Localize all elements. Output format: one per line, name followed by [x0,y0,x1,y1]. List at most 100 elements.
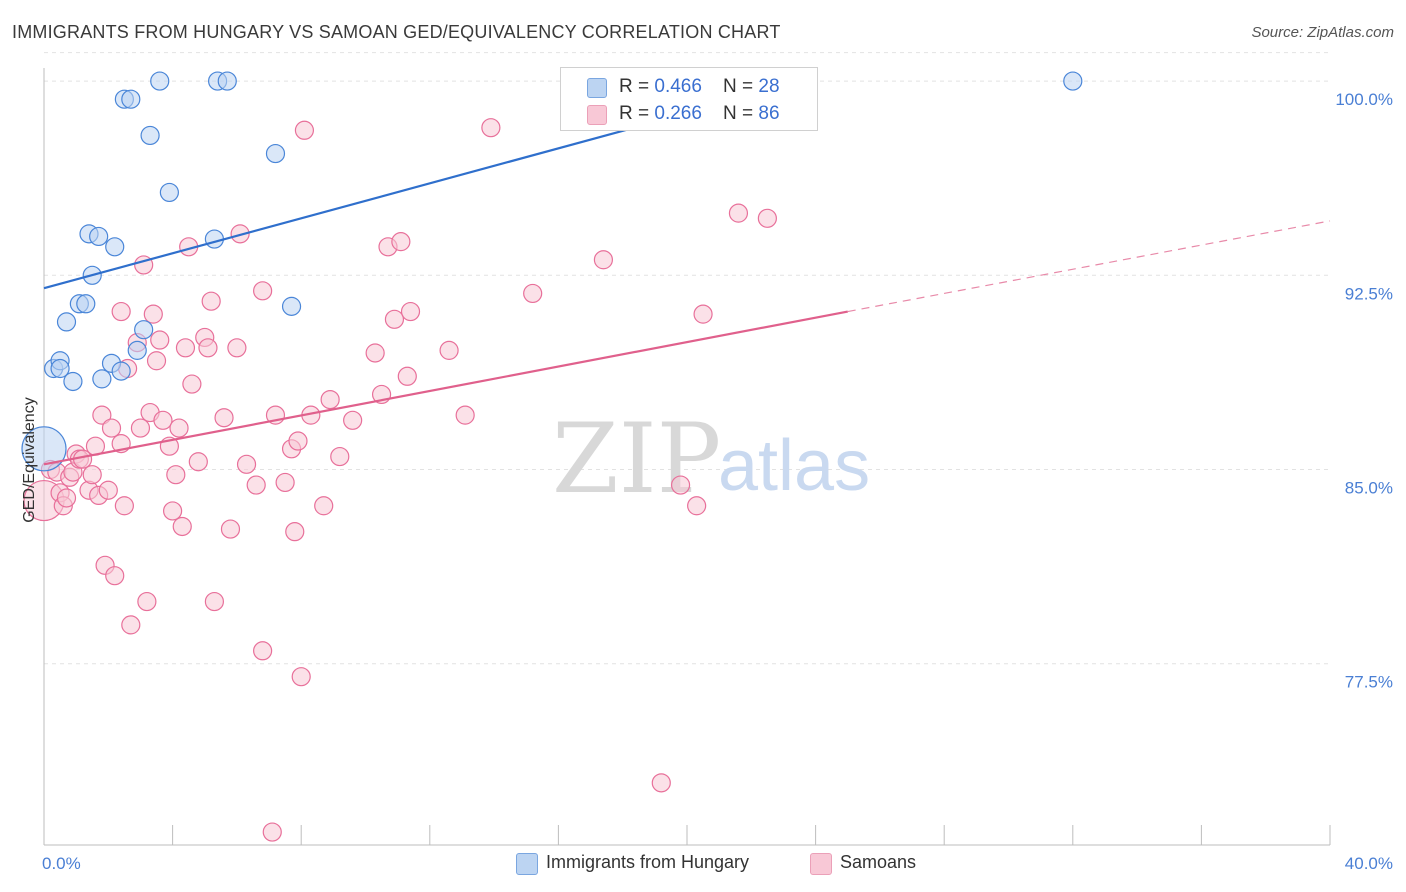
samoan-point [101,418,122,438]
samoan-point [275,472,295,493]
samoan-points [23,118,777,842]
samoan-point [291,667,311,687]
samoan-point [163,501,183,521]
samoan-point [314,496,334,516]
hungary-point [159,182,179,203]
bottom-legend-swatch-samoan [810,853,832,875]
legend-r-label: R = [619,76,655,97]
hungary-point [281,296,302,316]
hungary-point [265,143,286,164]
samoan-point [651,773,671,793]
hungary-point [92,369,112,389]
samoan-point [98,480,118,500]
hungary-point [56,312,77,332]
samoan-point [481,118,501,138]
legend-swatch-samoan [587,105,607,125]
samoan-point [288,431,308,451]
samoan-point [137,591,157,612]
hungary-point [50,358,70,379]
hungary-point [204,229,224,249]
samoan-point [150,330,170,350]
samoan-point [121,615,141,635]
x-tick-label: 0.0% [42,854,81,873]
source-label: Source: ZipAtlas.com [1251,24,1394,41]
samoan-point [455,405,475,425]
y-tick-label: 92.5% [1345,284,1393,303]
hungary-point [89,226,109,247]
samoan-point [114,496,134,516]
samoan-point [400,301,421,322]
samoan-point [397,366,417,386]
legend-n-label: N = [723,103,759,124]
samoan-point [143,304,163,324]
samoan-point [182,374,202,394]
chart-title: IMMIGRANTS FROM HUNGARY VS SAMOAN GED/EQ… [12,22,781,42]
samoan-point [146,351,167,371]
samoan-point [246,475,266,495]
samoan-point [365,343,385,363]
samoan-point [201,291,221,311]
legend-n-label: N = [723,76,759,97]
hungary-points [21,71,1083,472]
samoan-point [105,566,125,586]
samoan-point [294,120,315,140]
x-tick-label: 40.0% [1345,854,1393,873]
hungary-point [76,294,96,314]
samoan-point [728,203,749,223]
samoan-point [687,496,707,516]
y-tick-label: 77.5% [1345,673,1393,692]
samoan-point [130,418,151,438]
samoan-point [253,641,273,661]
samoan-point [391,232,411,252]
samoan-point [343,410,363,430]
stats-legend: R = 0.466 N = 28 R = 0.266 N = 86 [560,67,818,131]
samoan-trend-line [43,310,848,466]
legend-r-value-hungary: 0.466 [654,76,702,97]
bottom-legend-label-samoan: Samoans [840,852,917,872]
samoan-point [693,304,713,324]
legend-n-value-samoan: 86 [758,103,780,124]
samoan-point [439,340,459,360]
bottom-legend-label-hungary: Immigrants from Hungary [546,852,750,872]
samoan-point [56,488,77,508]
y-axis-title: GED/Equivalency [21,397,38,522]
samoan-point [153,410,173,430]
y-tick-label: 100.0% [1335,90,1393,109]
hungary-point [140,125,160,146]
samoan-point [320,389,340,410]
samoan-point [188,452,208,472]
hungary-point [63,371,83,392]
hungary-point [105,237,125,257]
legend-r-value-samoan: 0.266 [654,103,702,124]
hungary-point [121,89,141,109]
samoan-point [330,446,350,467]
legend-r-label: R = [619,103,655,124]
samoan-point [166,465,186,485]
hungary-point [1063,71,1083,91]
legend-n-value-hungary: 28 [758,76,780,97]
samoan-point [384,309,405,329]
samoan-point [227,338,247,358]
samoan-point [253,281,273,301]
samoan-trend-extension [847,220,1331,313]
samoan-point [92,405,112,425]
samoan-point [285,522,305,542]
samoan-point [111,301,131,322]
hungary-point [111,361,131,381]
legend-swatch-hungary [587,78,607,98]
samoan-point [236,454,257,474]
samoan-point [523,283,543,304]
watermark-atlas-text: atlas [718,426,870,506]
tick-labels: 77.5% 85.0% 92.5% 100.0% 0.0% 40.0% [42,90,1393,873]
samoan-point [169,418,189,438]
samoan-point [204,591,224,612]
samoan-point [82,465,102,485]
y-tick-label: 85.0% [1345,479,1393,498]
samoan-point [757,208,777,228]
samoan-point [262,822,282,842]
watermark: ZIP atlas [552,403,870,515]
samoan-point [175,338,196,358]
samoan-point [214,408,234,428]
samoan-point [670,475,691,495]
